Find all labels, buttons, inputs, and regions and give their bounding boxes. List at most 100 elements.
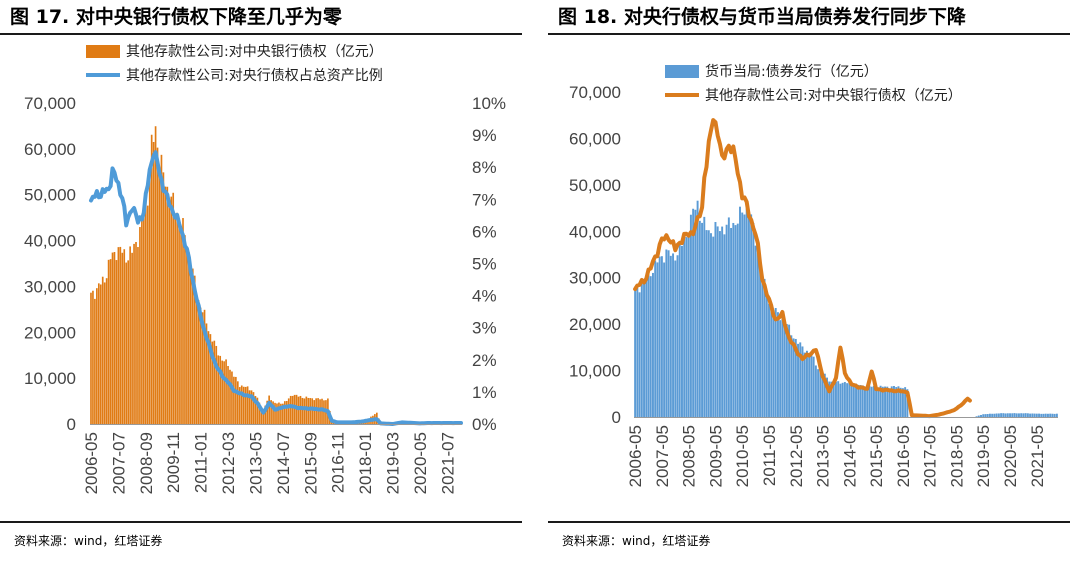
bar (1006, 413, 1009, 417)
x-tick-label: 2017-05 (921, 425, 940, 487)
bar (195, 295, 198, 424)
bar (696, 200, 699, 417)
bar (1033, 413, 1036, 417)
y2-tick-label: 10% (472, 94, 506, 113)
bar (1017, 413, 1020, 417)
bar (158, 169, 161, 424)
y2-tick-label: 9% (472, 126, 497, 145)
y-tick-label: 0 (67, 415, 76, 434)
bar (264, 405, 267, 424)
bar (701, 222, 704, 417)
bar (667, 250, 670, 417)
bar (997, 413, 1000, 417)
y2-tick-label: 7% (472, 190, 497, 209)
bar (756, 253, 759, 417)
bar (266, 400, 269, 424)
bar (121, 252, 124, 424)
bar (146, 205, 149, 424)
bar (1000, 413, 1003, 417)
bar (821, 373, 824, 417)
bar (103, 282, 106, 424)
bar (665, 249, 668, 417)
bar (1009, 413, 1011, 417)
x-tick-label: 2020-05 (411, 432, 430, 494)
x-tick-label: 2006-05 (82, 432, 101, 494)
bar (319, 399, 321, 424)
bar (248, 390, 251, 424)
x-tick-label: 2019-05 (974, 425, 993, 487)
bar (193, 275, 196, 424)
x-tick-label: 2008-09 (137, 432, 156, 494)
bar (233, 376, 235, 424)
x-tick-label: 2019-03 (384, 432, 403, 494)
bar (238, 387, 241, 424)
bar (1024, 413, 1027, 417)
bar (703, 216, 706, 417)
bar (636, 285, 639, 417)
bar (256, 397, 259, 424)
bar (1029, 413, 1032, 417)
bar (109, 259, 112, 424)
bar (184, 235, 186, 424)
bar (649, 276, 652, 417)
x-tick-label: 2016-05 (894, 425, 913, 487)
bar (96, 288, 98, 424)
top-rule (548, 33, 1070, 35)
y-tick-label: 50,000 (569, 176, 621, 195)
bar (219, 355, 222, 424)
bar (162, 172, 165, 424)
bar (278, 402, 280, 424)
bar (705, 230, 708, 417)
x-tick-label: 2021-07 (438, 432, 457, 494)
bar (685, 237, 688, 417)
bar (123, 249, 126, 424)
bar (227, 365, 229, 424)
bar (654, 260, 657, 417)
bar (881, 386, 884, 417)
line-series (633, 118, 972, 419)
bar (975, 416, 978, 417)
bar (197, 300, 200, 424)
bar (172, 192, 175, 424)
bar (1026, 413, 1029, 417)
bar (734, 225, 737, 417)
bar (297, 396, 300, 424)
legend-label: 其他存款性公司:对中央银行债权（亿元） (126, 44, 383, 60)
bar (135, 242, 137, 424)
bar (144, 200, 147, 424)
bar (768, 303, 770, 417)
bar (672, 253, 675, 417)
bar (152, 141, 155, 425)
x-tick-label: 2014-07 (274, 432, 293, 494)
bar (129, 246, 131, 424)
bar (716, 226, 719, 417)
bar (199, 307, 202, 424)
bar (745, 208, 748, 417)
bar (215, 345, 218, 424)
bar (1002, 413, 1005, 417)
bar (246, 386, 249, 424)
bar (283, 401, 286, 424)
y2-tick-label: 2% (472, 351, 497, 370)
y-tick-label: 70,000 (569, 83, 621, 102)
bar (188, 252, 190, 424)
x-tick-label: 2011-01 (192, 432, 211, 493)
x-tick-label: 2010-05 (733, 425, 752, 487)
bar (848, 382, 851, 417)
bar (137, 247, 139, 424)
x-tick-label: 2007-07 (109, 432, 128, 494)
bar (743, 214, 746, 417)
bar (888, 388, 891, 417)
bar (211, 341, 214, 424)
bar (721, 226, 724, 417)
bar (859, 385, 862, 417)
bar (785, 324, 788, 417)
x-tick-label: 2008-05 (680, 425, 699, 487)
y-tick-label: 30,000 (569, 269, 621, 288)
bar (647, 271, 650, 417)
bar (781, 317, 784, 417)
bar (783, 320, 786, 417)
bar (180, 227, 182, 424)
bar (117, 247, 120, 424)
figure-18-panel: 图 18. 对央行债权与货币当局债券发行同步下降 货币当局:债券发行（亿元） 其他… (548, 0, 1078, 562)
